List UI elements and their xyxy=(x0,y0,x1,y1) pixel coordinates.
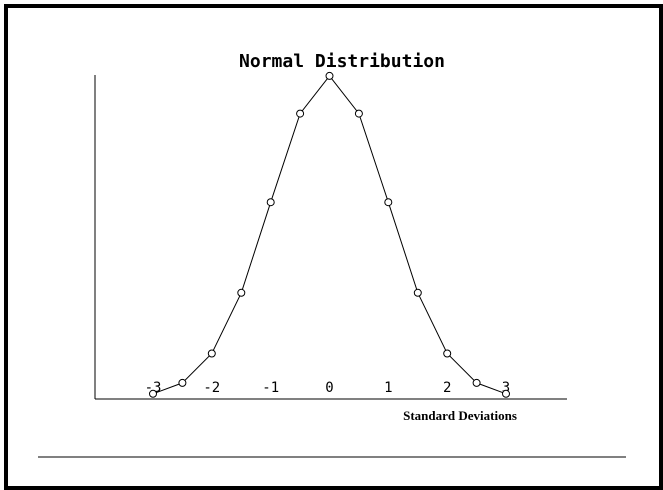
data-point xyxy=(325,71,334,80)
x-tick-label: -2 xyxy=(203,380,220,396)
chart-title: Normal Distribution xyxy=(239,51,445,72)
data-point xyxy=(384,198,393,207)
data-point xyxy=(413,288,422,297)
x-tick-label: 2 xyxy=(443,380,451,396)
x-axis-label: Standard Deviations xyxy=(403,408,517,423)
data-point xyxy=(207,349,216,358)
x-tick-label: -1 xyxy=(262,380,279,396)
data-point xyxy=(296,109,305,118)
data-point xyxy=(502,389,510,398)
x-tick-labels: -3 -2 -1 0 1 2 3 xyxy=(145,380,511,396)
x-tick-label: 3 xyxy=(502,380,510,396)
series-line xyxy=(152,75,507,395)
data-point xyxy=(472,378,481,387)
data-point xyxy=(149,389,157,398)
chart-frame xyxy=(4,4,663,490)
data-points xyxy=(149,71,510,398)
data-point xyxy=(237,288,246,297)
x-tick-label: 1 xyxy=(384,380,392,396)
data-point xyxy=(178,378,187,387)
data-point xyxy=(266,198,275,207)
x-tick-label: 0 xyxy=(325,380,333,396)
data-point xyxy=(354,109,363,118)
data-point xyxy=(443,349,452,358)
